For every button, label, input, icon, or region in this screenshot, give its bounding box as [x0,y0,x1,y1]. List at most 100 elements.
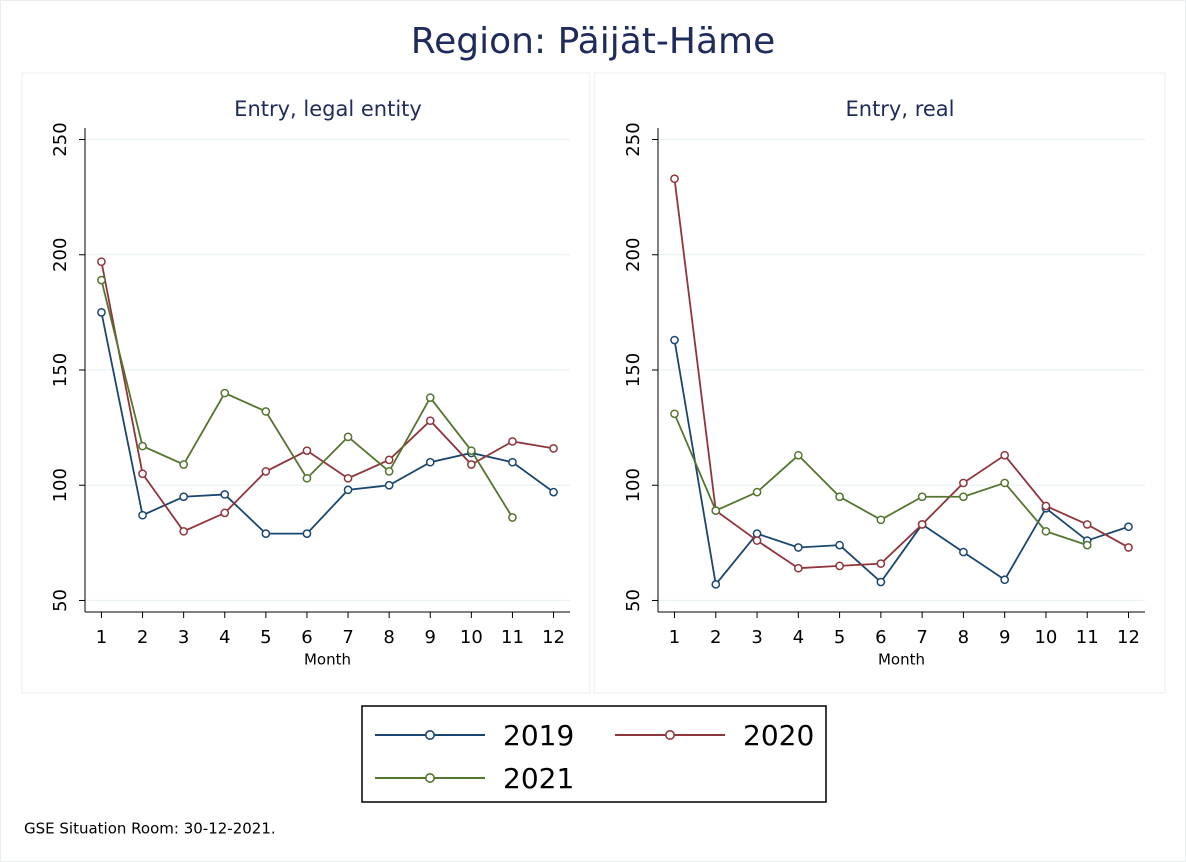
data-point [343,432,353,442]
data-point [670,335,679,345]
data-point [220,388,230,398]
data-point [220,508,230,518]
data-point [549,487,558,497]
x-tick-label: 5 [834,627,845,648]
x-tick-label: 11 [1076,627,1099,648]
x-tick-label: 12 [1117,627,1140,648]
footnote: GSE Situation Room: 30-12-2021. [24,820,276,838]
data-point [1082,540,1092,550]
data-point [793,543,803,552]
data-point [138,469,147,479]
y-tick-label: 250 [623,122,644,156]
data-point [1000,575,1010,585]
x-tick-label: 9 [999,627,1010,648]
y-tick-label: 200 [50,238,71,272]
data-point [1000,450,1010,460]
data-point [508,457,517,467]
panel-frame [593,72,1166,694]
data-point [425,457,435,467]
panel-title: Entry, legal entity [234,97,422,121]
data-point [793,450,803,460]
x-tick-label: 1 [669,627,680,648]
data-point [835,492,844,502]
data-point [876,559,886,568]
x-tick-label: 2 [137,627,148,648]
x-tick-label: 6 [301,627,312,648]
data-point [343,473,353,483]
x-tick-label: 4 [219,627,230,648]
x-tick-label: 11 [501,627,524,648]
data-point [959,547,968,557]
data-point [384,467,394,476]
y-tick-label: 50 [623,589,644,612]
data-point [1041,526,1051,536]
data-point [1000,478,1010,488]
x-axis-label: Month [878,651,925,669]
legend-marker [424,772,435,783]
data-point [384,480,394,490]
data-point [1124,543,1133,552]
data-point [302,473,312,483]
y-tick-label: 250 [50,122,71,156]
legend-marker [664,729,675,740]
data-point [261,467,271,476]
y-tick-label: 100 [50,468,71,502]
panel-title: Entry, real [845,97,954,121]
x-tick-label: 7 [916,627,927,648]
x-tick-label: 4 [793,627,804,648]
legend-label: 2019 [503,719,574,752]
data-point [261,529,271,538]
data-point [670,174,679,184]
data-point [179,460,188,469]
data-point [467,446,476,456]
x-tick-label: 3 [751,627,762,648]
data-point [1124,522,1133,532]
x-tick-label: 9 [425,627,436,648]
x-axis-label: Month [304,651,351,669]
y-tick-label: 150 [623,353,644,387]
x-tick-label: 1 [96,627,107,648]
data-point [467,460,476,469]
data-point [1041,501,1051,511]
data-point [384,455,394,465]
x-tick-label: 8 [383,627,394,648]
x-tick-label: 5 [260,627,271,648]
data-point [138,510,147,520]
y-tick-label: 150 [50,353,71,387]
x-tick-label: 12 [542,627,565,648]
data-point [179,492,188,502]
data-point [670,409,679,419]
legend-label: 2021 [503,762,574,795]
x-tick-label: 6 [875,627,886,648]
x-tick-label: 10 [460,627,483,648]
legend-marker [424,729,435,740]
data-point [508,513,517,522]
data-point [876,577,886,587]
data-point [711,506,721,515]
y-tick-label: 50 [50,589,71,612]
series-line [673,339,1129,587]
data-point [752,487,762,497]
x-tick-label: 3 [178,627,189,648]
series-line [673,178,1129,570]
data-point [917,520,927,529]
data-point [793,563,803,573]
data-point [343,485,353,495]
data-point [425,416,435,426]
data-point [97,257,106,267]
data-point [220,490,230,499]
data-point [959,478,968,488]
x-tick-label: 2 [710,627,721,648]
data-point [97,308,106,317]
data-point [97,275,106,285]
data-point [835,540,844,550]
data-point [179,526,188,536]
data-point [917,492,927,502]
data-point [752,529,762,538]
x-tick-label: 10 [1034,627,1057,648]
data-point [549,444,558,453]
x-tick-label: 8 [958,627,969,648]
data-point [261,407,271,416]
legend-label: 2020 [743,719,814,752]
